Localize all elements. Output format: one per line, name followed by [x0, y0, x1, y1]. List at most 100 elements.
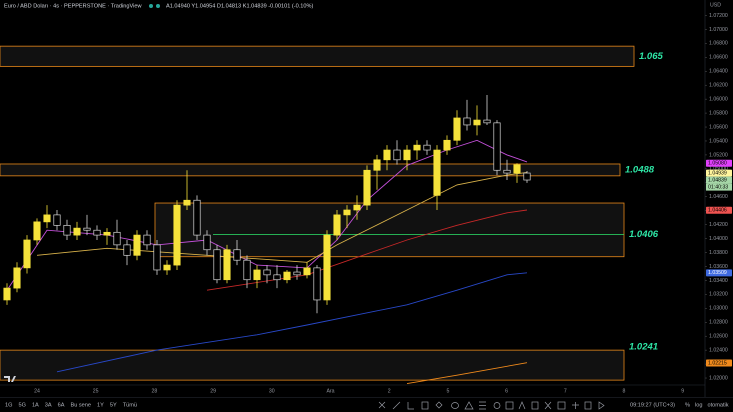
candle-body	[163, 264, 171, 271]
y-tick-label: 1.05600	[709, 124, 728, 130]
candle-body	[383, 149, 391, 161]
range-button[interactable]: Bu sene	[70, 402, 91, 408]
candle-body	[133, 234, 141, 256]
price-tag	[706, 169, 732, 177]
candle-body	[253, 269, 261, 281]
range-button[interactable]: 1A	[32, 402, 39, 408]
candle-body	[493, 122, 501, 171]
candle-body	[343, 209, 351, 216]
candle-body	[283, 271, 291, 281]
x-tick-label: 30	[269, 388, 275, 394]
range-button[interactable]: 6A	[58, 402, 65, 408]
y-tick-label: 1.02000	[709, 375, 728, 381]
zone-label: 1.0406	[629, 229, 659, 240]
candle-body	[143, 234, 151, 246]
plot-area	[3, 94, 531, 385]
candle-body	[523, 172, 531, 181]
price-tag-label: 1.04939	[708, 170, 727, 176]
candle-body	[223, 249, 231, 281]
drawing-tools	[378, 401, 605, 410]
zone	[154, 202, 625, 258]
candle-body	[263, 269, 271, 276]
x-tick-label: 25	[93, 388, 99, 394]
price-tag	[706, 359, 732, 367]
candle-body	[353, 204, 361, 211]
candle-body	[363, 169, 371, 206]
range-button[interactable]: 5Y	[110, 402, 117, 408]
y-tick-label: 1.05200	[709, 152, 728, 158]
candle-body	[53, 214, 61, 226]
y-tick-label: 1.05800	[709, 110, 728, 116]
zone-label: 1.0241	[629, 342, 658, 353]
countdown: 01:40:33	[708, 184, 728, 190]
candle-body	[113, 231, 121, 246]
candle-body	[323, 234, 331, 301]
y-tick-label: 1.03200	[709, 292, 728, 298]
candle-body	[473, 119, 481, 126]
price-tag	[706, 176, 732, 184]
currency[interactable]: USD	[710, 2, 721, 8]
zone-label: 1.0488	[625, 164, 655, 175]
candle-body	[373, 159, 381, 171]
zone	[0, 163, 621, 177]
range-button[interactable]: 1Y	[97, 402, 104, 408]
countdown-bg	[706, 183, 732, 191]
price-tag-label: 1.04406	[708, 208, 727, 214]
x-tick-label: 2	[388, 388, 391, 394]
zones: 1.065 1.0488 1.0406 1.0241	[0, 45, 663, 381]
y-tick-label: 1.06800	[709, 41, 728, 47]
y-tick-label: 1.04200	[709, 222, 728, 228]
header: Euro / ABD Doları · 4s · PEPPERSTONE · T…	[4, 2, 721, 9]
candle-body	[303, 267, 311, 276]
y-tick-label: 1.04600	[709, 194, 728, 200]
price-tag	[706, 269, 732, 277]
candle-body	[93, 229, 101, 236]
y-tick-label: 1.06000	[709, 97, 728, 103]
range-button[interactable]: 5G	[18, 402, 25, 408]
candle-body	[413, 144, 421, 151]
y-tick-label: 1.05000	[709, 166, 728, 172]
candle-body	[403, 149, 411, 161]
candle-body	[503, 169, 511, 174]
scale-option[interactable]: %	[685, 402, 690, 408]
y-tick-label: 1.04000	[709, 236, 728, 242]
y-tick-label: 1.06400	[709, 69, 728, 75]
ohlc-values: A1.04940 Y1.04954 D1.04813 K1.04839 -0.0…	[166, 3, 313, 9]
candle-body	[393, 149, 401, 161]
candle-body	[203, 234, 211, 251]
candle-body	[233, 249, 241, 261]
candle-body	[103, 231, 111, 236]
candle-body	[433, 149, 441, 196]
range-button[interactable]: 1G	[5, 402, 12, 408]
price-tag-label: 1.03509	[708, 270, 727, 276]
candle-body	[423, 144, 431, 151]
y-tick-label: 1.07200	[709, 13, 728, 19]
price-axis	[705, 0, 733, 397]
y-tick-label: 1.03400	[709, 278, 728, 284]
candle-body	[513, 164, 521, 174]
candle-body	[83, 227, 91, 231]
candle-body	[63, 224, 71, 236]
x-tick-label: 5	[446, 388, 449, 394]
x-tick-label: 24	[34, 388, 40, 394]
candle-body	[443, 139, 451, 151]
candle-body	[183, 199, 191, 206]
price-tag-label: 1.04839	[708, 177, 727, 183]
candle-body	[293, 271, 301, 276]
price-tag-label: 1.02215	[708, 360, 727, 366]
candle-body	[273, 274, 281, 281]
scale-option[interactable]: log	[695, 402, 702, 408]
range-button[interactable]: 3A	[45, 402, 52, 408]
status-dot	[149, 4, 153, 8]
candle-body	[313, 267, 321, 301]
y-tick-label: 1.06600	[709, 55, 728, 61]
range-button[interactable]: Tümü	[123, 402, 137, 408]
clock[interactable]: 09:19:27 (UTC+3)	[630, 402, 675, 408]
scale-option[interactable]: otomatik	[707, 402, 728, 408]
symbol-title[interactable]: Euro / ABD Doları · 4s · PEPPERSTONE · T…	[4, 3, 142, 9]
zone	[0, 45, 635, 67]
moving-average	[406, 362, 528, 385]
x-tick-label: 28	[152, 388, 158, 394]
x-tick-label: 9	[681, 388, 684, 394]
